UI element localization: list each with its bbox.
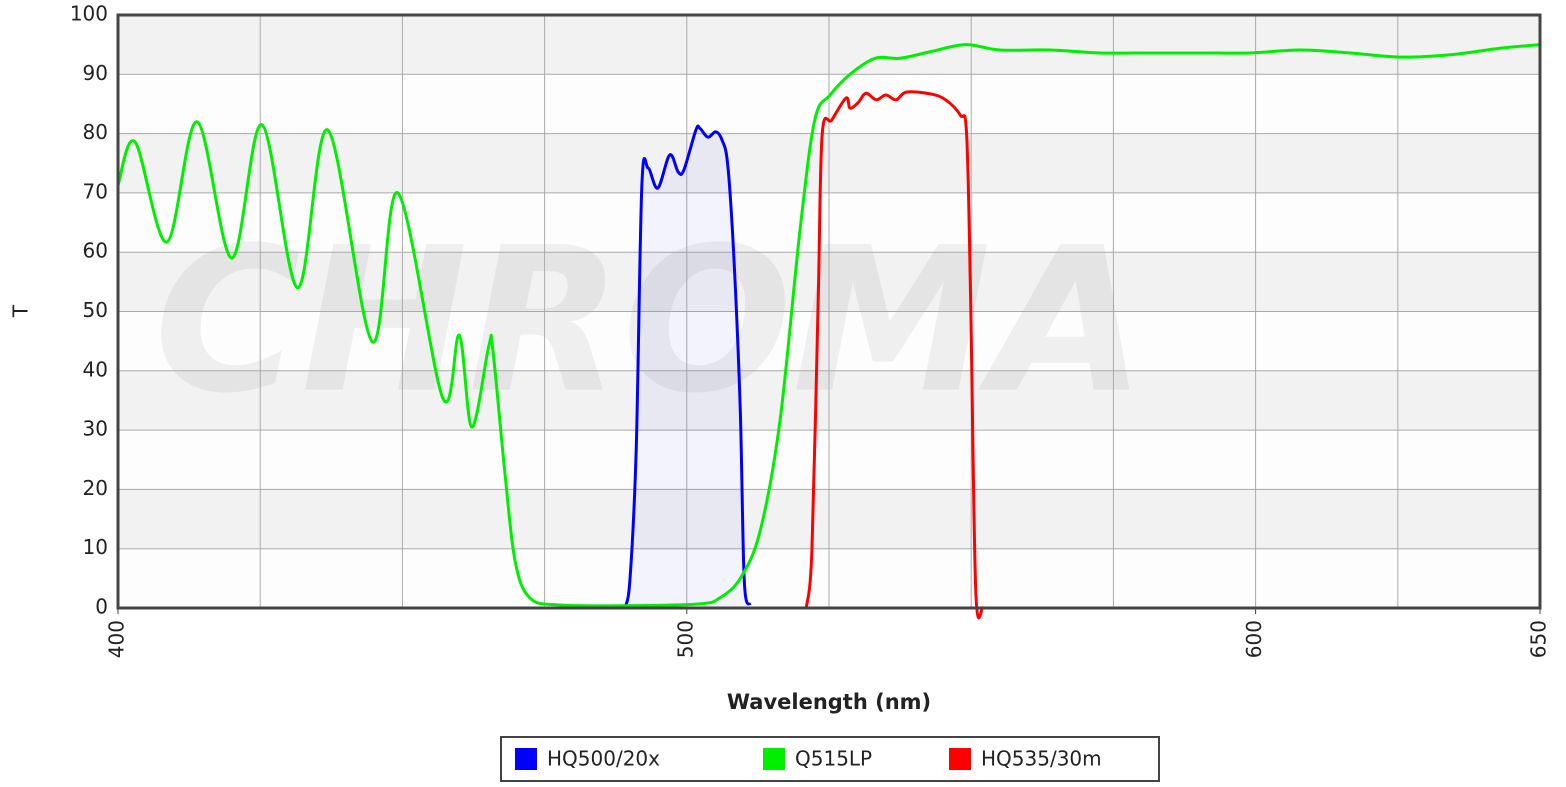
y-tick-label: 80 xyxy=(83,120,108,144)
legend: HQ500/20x Q515LP HQ535/30m xyxy=(500,736,1160,782)
watermark: CHROMA xyxy=(154,205,1146,438)
y-tick-label: 30 xyxy=(83,417,108,441)
x-tick-label: 400 xyxy=(105,620,129,658)
legend-swatch xyxy=(949,748,971,770)
x-tick-label: 600 xyxy=(1242,620,1266,658)
x-tick-label: 500 xyxy=(673,620,697,658)
legend-swatch xyxy=(515,748,537,770)
y-tick-label: 20 xyxy=(83,476,108,500)
legend-label: Q515LP xyxy=(795,747,872,771)
series-line xyxy=(116,43,1541,608)
x-axis-label: Wavelength (nm) xyxy=(727,690,931,714)
x-tick-label: 650 xyxy=(1527,620,1551,658)
y-tick-label: 90 xyxy=(83,61,108,85)
legend-label: HQ500/20x xyxy=(547,747,660,771)
y-axis-label: T xyxy=(9,304,33,318)
series-line xyxy=(623,124,752,609)
plot-frame xyxy=(116,13,1542,610)
legend-label: HQ535/30m xyxy=(981,747,1102,771)
y-tick-label: 40 xyxy=(83,357,108,381)
legend-box xyxy=(500,736,1160,782)
y-tick-label: 50 xyxy=(83,298,108,322)
series-line xyxy=(804,90,985,620)
y-tick-label: 10 xyxy=(83,535,108,559)
y-tick-label: 100 xyxy=(70,2,108,26)
y-tick-label: 70 xyxy=(83,179,108,203)
series-area xyxy=(624,126,750,609)
legend-swatch xyxy=(763,748,785,770)
y-tick-label: 60 xyxy=(83,239,108,263)
y-tick-label: 0 xyxy=(95,595,108,619)
